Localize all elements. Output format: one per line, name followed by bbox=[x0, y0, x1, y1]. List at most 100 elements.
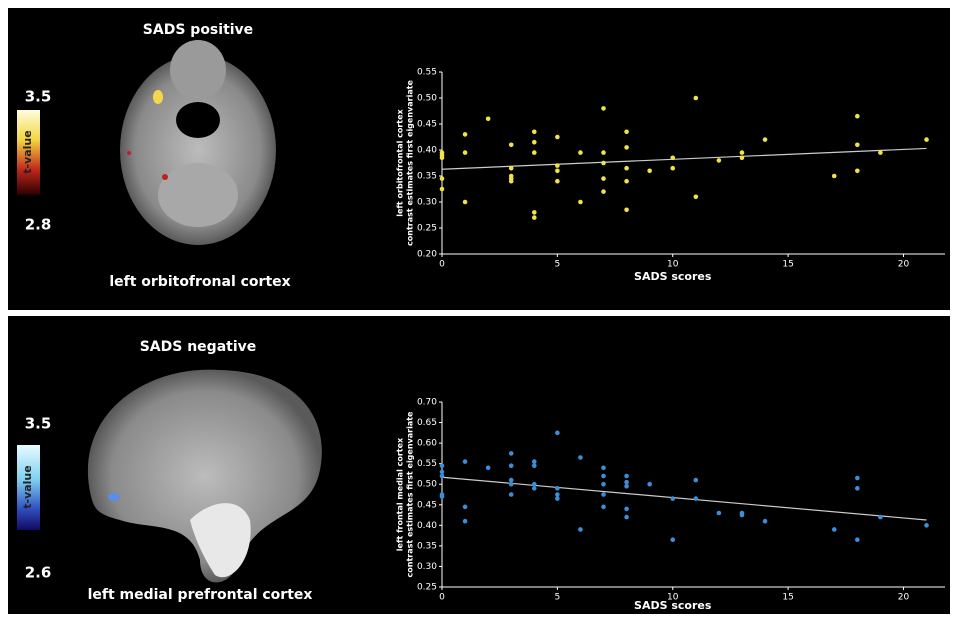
region-label: left medial prefrontal cortex bbox=[88, 587, 313, 603]
point bbox=[670, 166, 675, 171]
point bbox=[855, 114, 860, 119]
y-tick-label: 0.40 bbox=[417, 146, 437, 156]
point bbox=[440, 474, 445, 479]
point bbox=[670, 156, 675, 161]
point bbox=[624, 179, 629, 184]
colorbar-label: t-value bbox=[21, 130, 34, 173]
point bbox=[670, 496, 675, 501]
y-tick-label: 0.25 bbox=[417, 583, 437, 593]
x-axis-label: SADS scores bbox=[634, 599, 712, 612]
point bbox=[601, 150, 606, 155]
y-tick-label: 0.65 bbox=[417, 418, 437, 428]
point bbox=[624, 130, 629, 135]
y-tick-label: 0.40 bbox=[417, 521, 437, 531]
point bbox=[624, 166, 629, 171]
y-tick-label: 0.55 bbox=[417, 68, 437, 78]
point bbox=[463, 505, 468, 510]
point bbox=[832, 527, 837, 532]
point bbox=[509, 143, 514, 148]
point bbox=[694, 195, 699, 200]
x-axis-label: SADS scores bbox=[634, 270, 712, 283]
point bbox=[486, 465, 491, 470]
point bbox=[509, 463, 514, 468]
point bbox=[624, 484, 629, 489]
x-tick-label: 20 bbox=[898, 593, 910, 603]
point bbox=[532, 486, 537, 491]
y-tick-label: 0.20 bbox=[417, 250, 437, 260]
point bbox=[924, 137, 929, 142]
y-tick-label: 0.35 bbox=[417, 172, 437, 182]
point bbox=[440, 463, 445, 468]
point bbox=[670, 537, 675, 542]
point bbox=[740, 150, 745, 155]
point bbox=[601, 189, 606, 194]
point bbox=[855, 169, 860, 174]
x-tick-label: 15 bbox=[782, 593, 793, 603]
figure: SADS positive3.52.8t-valueleft orbitofro… bbox=[0, 0, 958, 619]
point bbox=[624, 208, 629, 213]
point bbox=[555, 496, 560, 501]
point bbox=[509, 492, 514, 497]
point bbox=[532, 463, 537, 468]
x-tick-label: 0 bbox=[439, 260, 445, 270]
panel-title: SADS negative bbox=[140, 339, 257, 355]
point bbox=[624, 474, 629, 479]
point bbox=[878, 515, 883, 520]
point bbox=[855, 486, 860, 491]
point bbox=[855, 537, 860, 542]
colorbar-min: 2.6 bbox=[25, 564, 52, 582]
point bbox=[532, 130, 537, 135]
point bbox=[601, 505, 606, 510]
y-tick-label: 0.50 bbox=[417, 480, 437, 490]
point bbox=[509, 451, 514, 456]
y-axis-label: contrast estimates first eigenvariate bbox=[406, 79, 415, 246]
point bbox=[440, 156, 445, 161]
point bbox=[578, 527, 583, 532]
x-tick-label: 10 bbox=[667, 260, 679, 270]
point bbox=[763, 519, 768, 524]
point bbox=[555, 431, 560, 436]
point bbox=[509, 482, 514, 487]
y-tick-label: 0.45 bbox=[417, 500, 437, 510]
point bbox=[463, 150, 468, 155]
point bbox=[532, 215, 537, 220]
point bbox=[878, 150, 883, 155]
point bbox=[578, 200, 583, 205]
point bbox=[694, 478, 699, 483]
point bbox=[601, 106, 606, 111]
point bbox=[463, 459, 468, 464]
point bbox=[555, 163, 560, 168]
point bbox=[624, 480, 629, 485]
point bbox=[463, 200, 468, 205]
point bbox=[463, 132, 468, 137]
colorbar-max: 3.5 bbox=[25, 415, 52, 433]
point bbox=[578, 455, 583, 460]
x-tick-label: 5 bbox=[554, 593, 560, 603]
point bbox=[555, 169, 560, 174]
point bbox=[509, 176, 514, 181]
y-axis-label: left orbitofrontal cortex bbox=[396, 108, 405, 216]
point bbox=[486, 117, 491, 122]
y-axis-label: left frontal medial cortex bbox=[396, 437, 405, 551]
point bbox=[532, 459, 537, 464]
point bbox=[578, 150, 583, 155]
point bbox=[694, 496, 699, 501]
point bbox=[832, 174, 837, 179]
colorbar-label: t-value bbox=[21, 465, 34, 508]
colorbar-min: 2.8 bbox=[25, 216, 52, 234]
point bbox=[440, 492, 445, 497]
point bbox=[855, 143, 860, 148]
point bbox=[601, 492, 606, 497]
x-tick-label: 5 bbox=[554, 260, 560, 270]
point bbox=[624, 145, 629, 150]
point bbox=[532, 140, 537, 145]
point bbox=[532, 210, 537, 215]
point bbox=[740, 156, 745, 161]
colorbar-max: 3.5 bbox=[25, 88, 52, 106]
point bbox=[647, 482, 652, 487]
point bbox=[855, 476, 860, 481]
point bbox=[532, 150, 537, 155]
point bbox=[555, 492, 560, 497]
y-tick-label: 0.25 bbox=[417, 224, 437, 234]
point bbox=[601, 482, 606, 487]
